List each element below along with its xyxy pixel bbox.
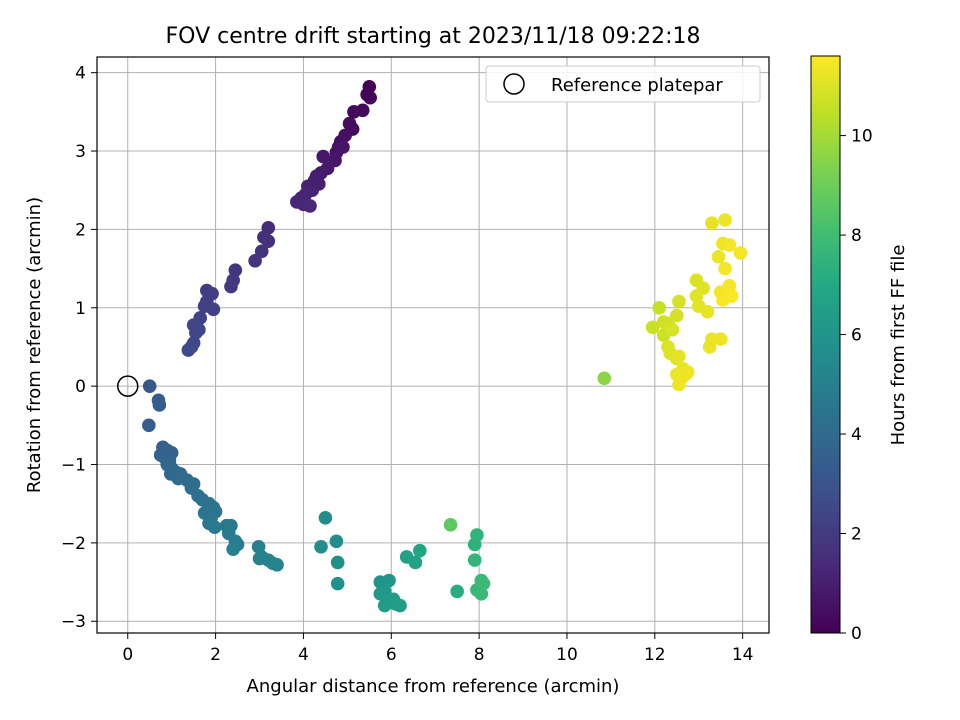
data-point [700,304,715,319]
colorbar-ticks: 0 2 4 6 8 10 [840,127,873,644]
data-point [672,294,686,309]
chart-title: FOV centre drift starting at 2023/11/18 … [166,24,701,49]
data-point [476,576,491,591]
data-point [669,367,684,382]
data-point [443,518,458,532]
data-point [303,199,317,213]
colorbar-tick-label: 4 [851,425,862,445]
y-tick-label: −2 [61,534,86,554]
data-point [680,365,695,379]
data-point [393,598,407,613]
legend-entry-label: Reference platepar [551,75,723,96]
data-point [226,542,240,556]
data-point [724,289,739,303]
data-point [689,289,704,303]
data-point [261,234,276,248]
data-point [722,238,737,252]
legend-open-circle-icon [503,73,525,95]
y-tick-label: −3 [61,612,86,632]
data-point [228,263,243,277]
data-point [597,371,612,386]
data-point [336,140,350,154]
x-axis-label: Angular distance from reference (arcmin) [247,676,620,697]
colorbar-tick-label: 8 [851,226,862,246]
x-tick-label: 8 [474,645,485,665]
data-point [669,308,684,323]
data-point [711,250,726,264]
x-tick-label: 14 [732,645,754,665]
x-tick-label: 10 [556,645,578,665]
data-point [270,558,284,572]
data-point [656,315,671,329]
plot-frame [96,56,770,634]
data-point [329,534,344,549]
data-point [665,322,680,337]
x-tick-label: 4 [298,645,309,665]
data-point [248,253,262,268]
colorbar [810,55,841,634]
data-point [318,511,333,525]
data-point [408,555,423,570]
data-point [733,246,748,260]
data-point [347,105,361,119]
data-point [330,576,345,591]
data-point [705,216,719,230]
data-point [152,398,167,412]
data-point [224,279,238,294]
x-axis-ticks: 0 2 4 6 8 10 12 14 [122,633,753,665]
colorbar-tick-label: 2 [851,525,862,545]
data-point [316,149,330,164]
data-point [309,174,324,188]
data-point [467,553,482,567]
legend-box [485,65,761,103]
data-point [672,377,686,392]
data-point [142,418,156,433]
y-tick-label: 0 [75,377,86,397]
data-point [363,90,377,105]
x-tick-label: 0 [122,645,133,665]
data-point [672,349,686,364]
colorbar-tick-label: 0 [851,624,862,644]
data-point [713,332,728,346]
y-tick-label: 2 [75,220,86,240]
x-tick-label: 6 [386,645,397,665]
data-point [142,379,157,393]
data-point [450,584,464,599]
reference-marker-layer [116,375,139,397]
legend: Reference platepar [485,65,761,103]
data-point [330,555,345,570]
y-tick-label: 4 [75,64,86,84]
data-point [474,587,489,601]
data-point [413,543,427,558]
y-axis-label: Rotation from reference (arcmin) [24,197,45,493]
data-points [142,79,748,613]
colorbar-label: Hours from first FF file [888,245,909,446]
data-point [206,302,221,317]
data-point [718,261,732,276]
data-point [181,343,196,357]
data-point [652,300,666,315]
y-tick-label: 1 [75,299,86,319]
data-point [718,213,732,227]
data-point [189,326,203,340]
x-tick-label: 2 [210,645,221,665]
data-point [645,320,660,335]
data-point [207,520,222,535]
grid [97,57,769,633]
colorbar-tick-label: 6 [851,326,862,346]
colorbar-tick-label: 10 [851,127,873,147]
data-point [377,598,392,613]
y-tick-label: 3 [75,142,86,162]
y-tick-label: −1 [61,456,86,476]
data-point [314,539,328,554]
y-axis-ticks: −3 −2 −1 0 1 2 3 4 [61,64,97,632]
data-point [382,573,396,588]
x-tick-label: 12 [644,645,666,665]
data-point [470,528,484,542]
reference-platepar-marker [116,375,139,397]
data-point [722,279,737,293]
